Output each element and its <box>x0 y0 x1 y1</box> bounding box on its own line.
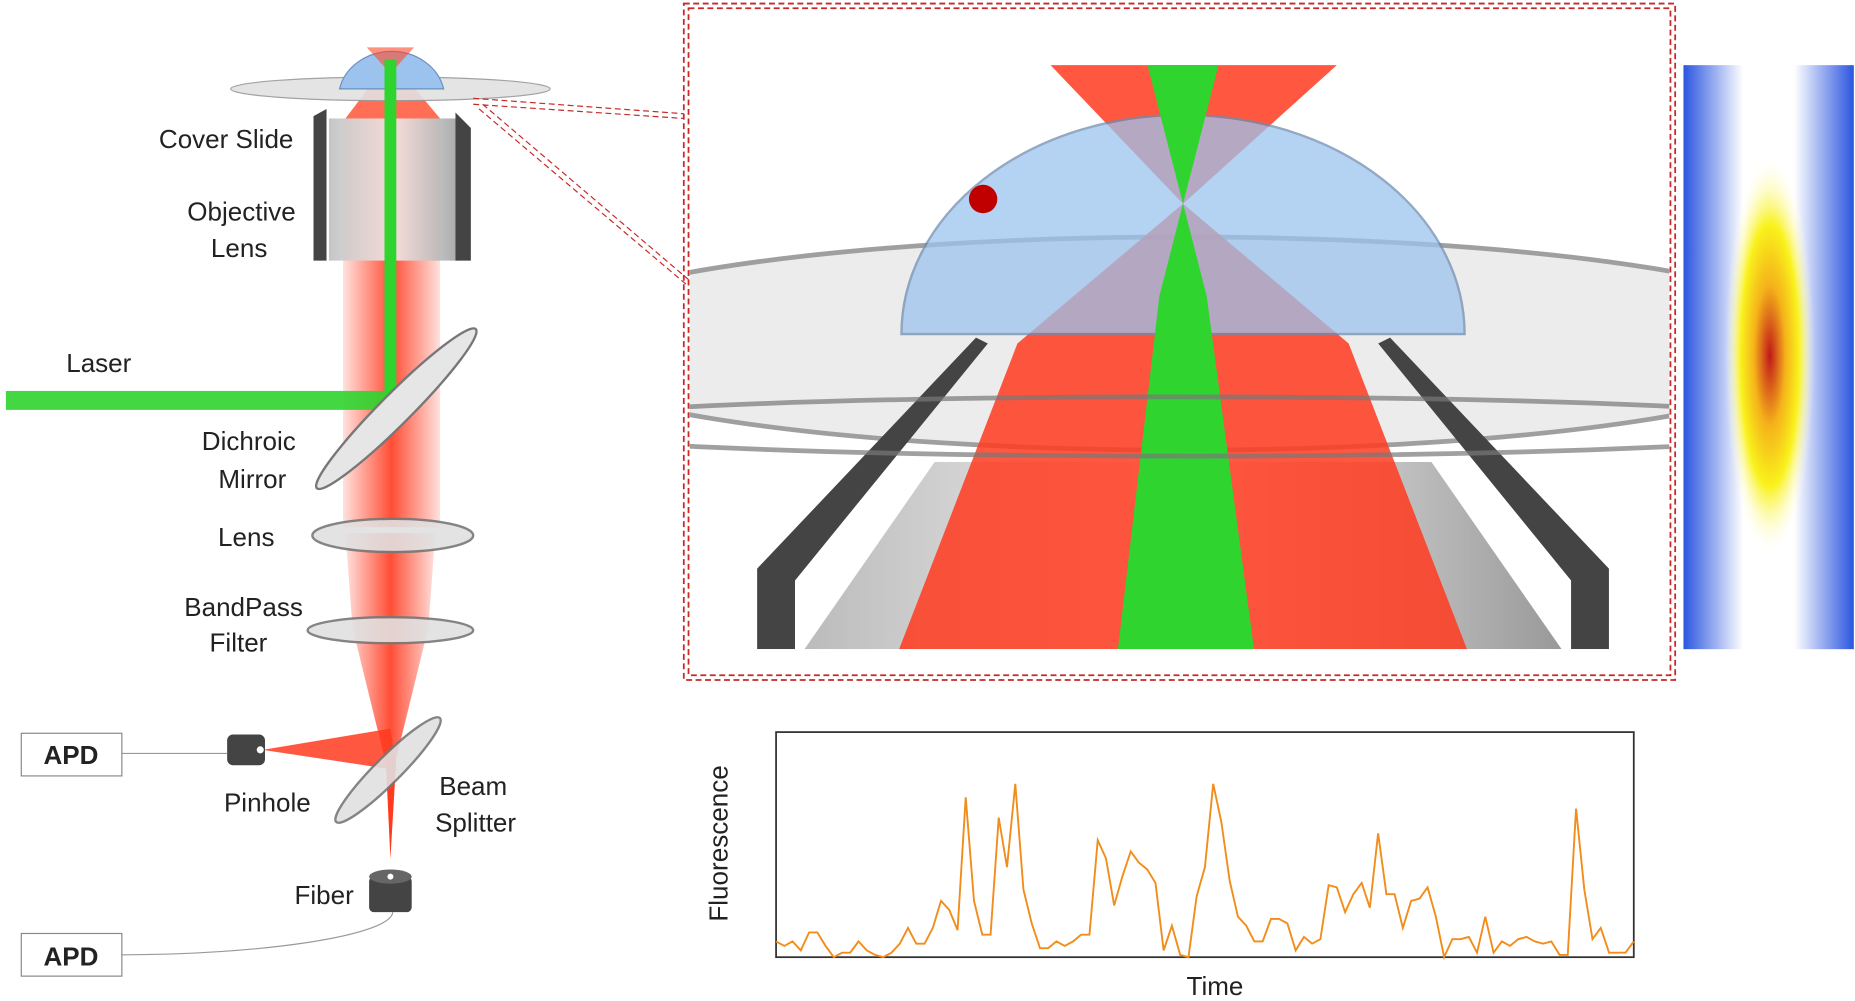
label: Filter <box>210 628 268 658</box>
x-axis-label: Time <box>1187 971 1244 1001</box>
optical-path <box>6 47 689 976</box>
label: APD <box>44 740 99 770</box>
label: Splitter <box>435 808 516 838</box>
label: Fiber <box>295 880 355 910</box>
label: Lens <box>218 522 274 552</box>
label: Pinhole <box>224 787 311 817</box>
label: Cover Slide <box>159 124 293 154</box>
label: Beam <box>439 771 507 801</box>
label: Laser <box>66 348 131 378</box>
fluorescence-chart: Fluorescence Time <box>704 732 1634 1001</box>
label: Mirror <box>218 464 286 494</box>
psf-heatmap <box>1683 65 1853 649</box>
plot-frame <box>776 732 1634 957</box>
label: BandPass <box>184 592 303 622</box>
inset <box>521 4 1846 680</box>
label: Lens <box>211 233 267 263</box>
label: APD <box>44 941 99 971</box>
label: Dichroic <box>202 426 296 456</box>
figure: Cover Slide Objective Lens Laser Dichroi… <box>0 0 1855 1001</box>
y-axis-label: Fluorescence <box>704 765 734 921</box>
label: Objective <box>187 196 295 226</box>
